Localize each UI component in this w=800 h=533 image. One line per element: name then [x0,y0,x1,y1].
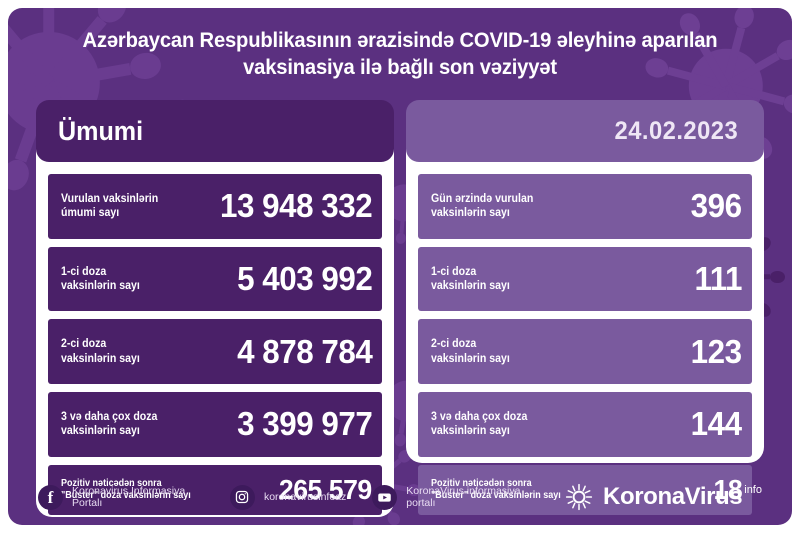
stats-columns: Ümumi Vurulan vaksinlərin úmumi sayı 13 … [8,100,792,525]
brand-logo[interactable]: KoronaVirus info [564,482,762,512]
report-date: 24.02.2023 [614,116,738,145]
column-total-title: Ümumi [58,115,144,146]
page-title: Azərbaycan Respublikasının ərazisində CO… [82,28,718,79]
social-label: Koronavirus İnformasiya Portalı [72,485,186,509]
stat-label: 3 və daha çox doza vaksinlərin sayı [431,410,528,438]
rows-daily: Gün ərzində vurulan vaksinlərin sayı 396… [406,162,764,525]
stat-row: 1-ci doza vaksinlərin sayı 5 403 992 [48,246,382,312]
stat-value: 111 [694,259,743,297]
stat-label: Pozitiv nəticədən sonra "Buster" doza va… [61,477,191,501]
brand-name: KoronaVirus [603,483,743,510]
stat-row: 3 və daha çox doza vaksinlərin sayı 144 [418,391,752,457]
stat-value: 5 403 992 [236,259,373,297]
header-banner: Azərbaycan Respublikasının ərazisində CO… [8,8,792,100]
virus-sun-icon [564,482,594,512]
stat-value: 18 [713,473,742,505]
column-total: Ümumi Vurulan vaksinlərin úmumi sayı 13 … [36,100,394,525]
facebook-icon: f [38,484,63,510]
stat-label: 3 və daha çox doza vaksinlərin sayı [61,410,158,438]
social-instagram[interactable]: koronavirusinfoaz [229,484,347,510]
stat-label: Pozitiv nəticədən sonra "Buster" doza va… [431,477,561,501]
poster: Azərbaycan Respublikasının ərazisində CO… [8,8,792,525]
stat-row: Vurulan vaksinlərin úmumi sayı 13 948 33… [48,174,382,239]
social-facebook[interactable]: f Koronavirus İnformasiya Portalı [38,484,204,510]
instagram-icon [229,484,255,510]
stat-label: Vurulan vaksinlərin úmumi sayı [61,192,159,220]
stat-label: Gün ərzində vurulan vaksinlərin sayı [431,192,534,220]
stat-value: 4 878 784 [236,332,373,370]
stat-label: 1-ci doza vaksinlərin sayı [431,265,510,292]
rows-total: Vurulan vaksinlərin úmumi sayı 13 948 33… [36,162,394,525]
brand-suffix: info [744,484,762,496]
stat-value: 144 [691,405,742,443]
stat-label: 2-ci doza vaksinlərin sayı [61,338,140,365]
youtube-icon [372,484,398,510]
stat-row: 3 və daha çox doza vaksinlərin sayı 3 39… [48,391,382,457]
footer: f Koronavirus İnformasiya Portalı korona… [8,469,792,525]
column-daily: 24.02.2023 Gün ərzində vurulan vaksinlər… [406,100,764,525]
stat-label: 2-ci doza vaksinlərin sayı [431,338,510,365]
stat-row: 1-ci doza vaksinlərin sayı 111 [418,246,752,312]
stat-value: 13 948 332 [219,187,373,225]
stat-row: 2-ci doza vaksinlərin sayı 4 878 784 [48,319,382,384]
social-youtube[interactable]: KoronaVirus informasiya portalı [372,484,538,510]
stat-row: 2-ci doza vaksinlərin sayı 123 [418,319,752,384]
social-label: koronavirusinfoaz [263,491,347,503]
stat-value: 123 [691,332,742,370]
column-total-header: Ümumi [36,100,394,162]
stat-row: Gün ərzində vurulan vaksinlərin sayı 396 [418,174,752,239]
stat-value: 3 399 977 [236,405,373,443]
stat-row: Pozitiv nəticədən sonra "Buster" doza va… [48,464,382,515]
stat-label: 1-ci doza vaksinlərin sayı [61,265,140,292]
social-label: KoronaVirus informasiya portalı [406,485,521,509]
column-daily-header: 24.02.2023 [406,100,764,162]
stat-value: 396 [691,187,742,225]
